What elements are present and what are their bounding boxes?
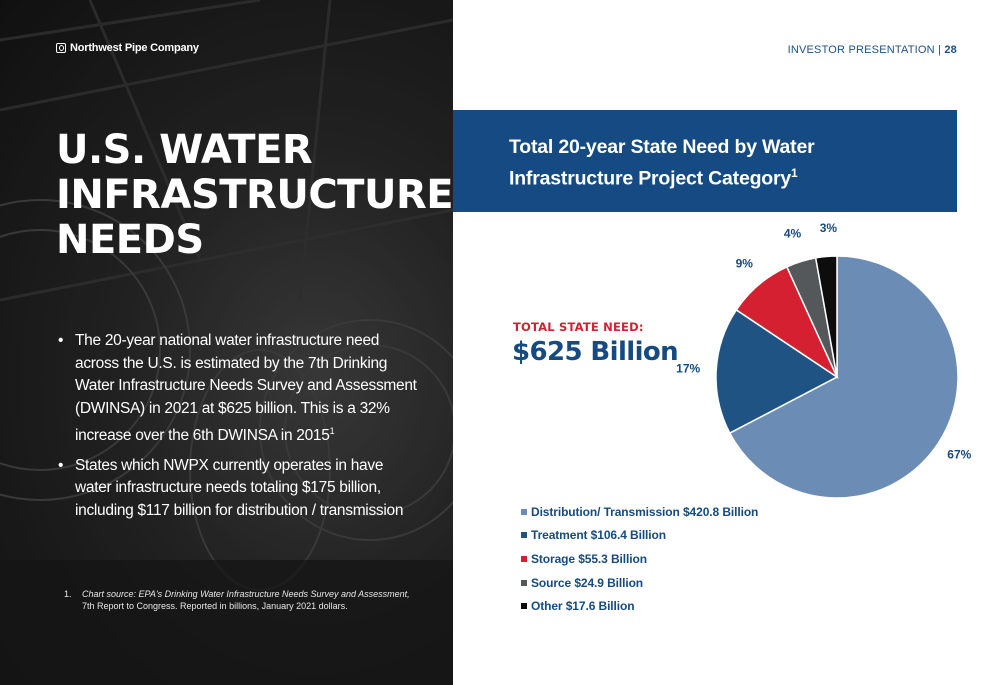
chart-title-footnote-ref: 1 <box>791 166 798 180</box>
company-name: Northwest Pipe Company <box>70 42 199 54</box>
legend-item: Storage $55.3 Billion <box>521 547 758 571</box>
footnote-detail: 7th Report to Congress. Reported in bill… <box>82 601 348 611</box>
legend-label: Other $17.6 Billion <box>531 599 635 614</box>
chart-title-bar: Total 20-year State Need by Water Infras… <box>453 110 957 212</box>
footnote-source: Chart source: EPA's Drinking Water Infra… <box>82 589 410 599</box>
pie-percent-label: 17% <box>676 362 700 376</box>
chart-title: Total 20-year State Need by Water Infras… <box>509 134 939 192</box>
company-logo: Northwest Pipe Company <box>56 42 199 54</box>
legend-swatch <box>521 532 527 539</box>
page-title: U.S. WATER INFRASTRUCTURE NEEDS <box>56 127 453 263</box>
slide-header: INVESTOR PRESENTATION | 28 <box>788 44 957 56</box>
legend-swatch <box>521 579 527 586</box>
pie-slice <box>814 255 838 378</box>
footnote-ref: 1 <box>329 426 335 436</box>
bullet-text: The 20-year national water infrastructur… <box>75 332 417 445</box>
footnote: 1. Chart source: EPA's Drinking Water In… <box>64 588 424 612</box>
bullet-item: The 20-year national water infrastructur… <box>58 330 418 448</box>
legend-swatch <box>521 555 527 562</box>
total-need-value: $625 Billion <box>512 337 679 367</box>
title-line-1: U.S. WATER <box>56 127 313 173</box>
legend-label: Storage $55.3 Billion <box>531 551 647 566</box>
bullet-list: The 20-year national water infrastructur… <box>58 330 418 529</box>
pie-percent-label: 4% <box>784 227 802 241</box>
chart-legend: Distribution/ Transmission $420.8 Billio… <box>521 500 758 618</box>
logo-icon <box>56 43 66 53</box>
chart-title-text: Total 20-year State Need by Water Infras… <box>509 136 815 190</box>
page-number: 28 <box>944 44 957 56</box>
title-line-3: NEEDS <box>56 217 204 263</box>
pie-percent-label: 9% <box>736 256 754 270</box>
section-label: INVESTOR PRESENTATION | <box>787 44 945 56</box>
pie-percent-label: 67% <box>947 447 971 461</box>
bullet-item: States which NWPX currently operates in … <box>58 455 418 523</box>
legend-item: Source $24.9 Billion <box>521 571 758 595</box>
total-need-label: TOTAL STATE NEED: <box>513 320 644 334</box>
legend-label: Source $24.9 Billion <box>531 575 644 590</box>
legend-swatch <box>521 508 527 515</box>
pie-slice <box>785 257 838 378</box>
bullet-text: States which NWPX currently operates in … <box>75 456 404 519</box>
legend-item: Distribution/ Transmission $420.8 Billio… <box>521 500 758 524</box>
pie-slice <box>715 308 839 435</box>
pie-percent-label: 3% <box>820 221 838 235</box>
legend-item: Other $17.6 Billion <box>521 594 758 618</box>
title-line-2: INFRASTRUCTURE <box>56 172 453 218</box>
left-panel: Northwest Pipe Company U.S. WATER INFRAS… <box>0 0 453 685</box>
legend-swatch <box>521 603 527 610</box>
pie-slice <box>728 255 959 499</box>
legend-item: Treatment $106.4 Billion <box>521 524 758 548</box>
pie-slice <box>735 265 839 380</box>
legend-label: Treatment $106.4 Billion <box>531 528 666 543</box>
footnote-number: 1. <box>64 589 72 599</box>
legend-label: Distribution/ Transmission $420.8 Billio… <box>531 504 759 519</box>
